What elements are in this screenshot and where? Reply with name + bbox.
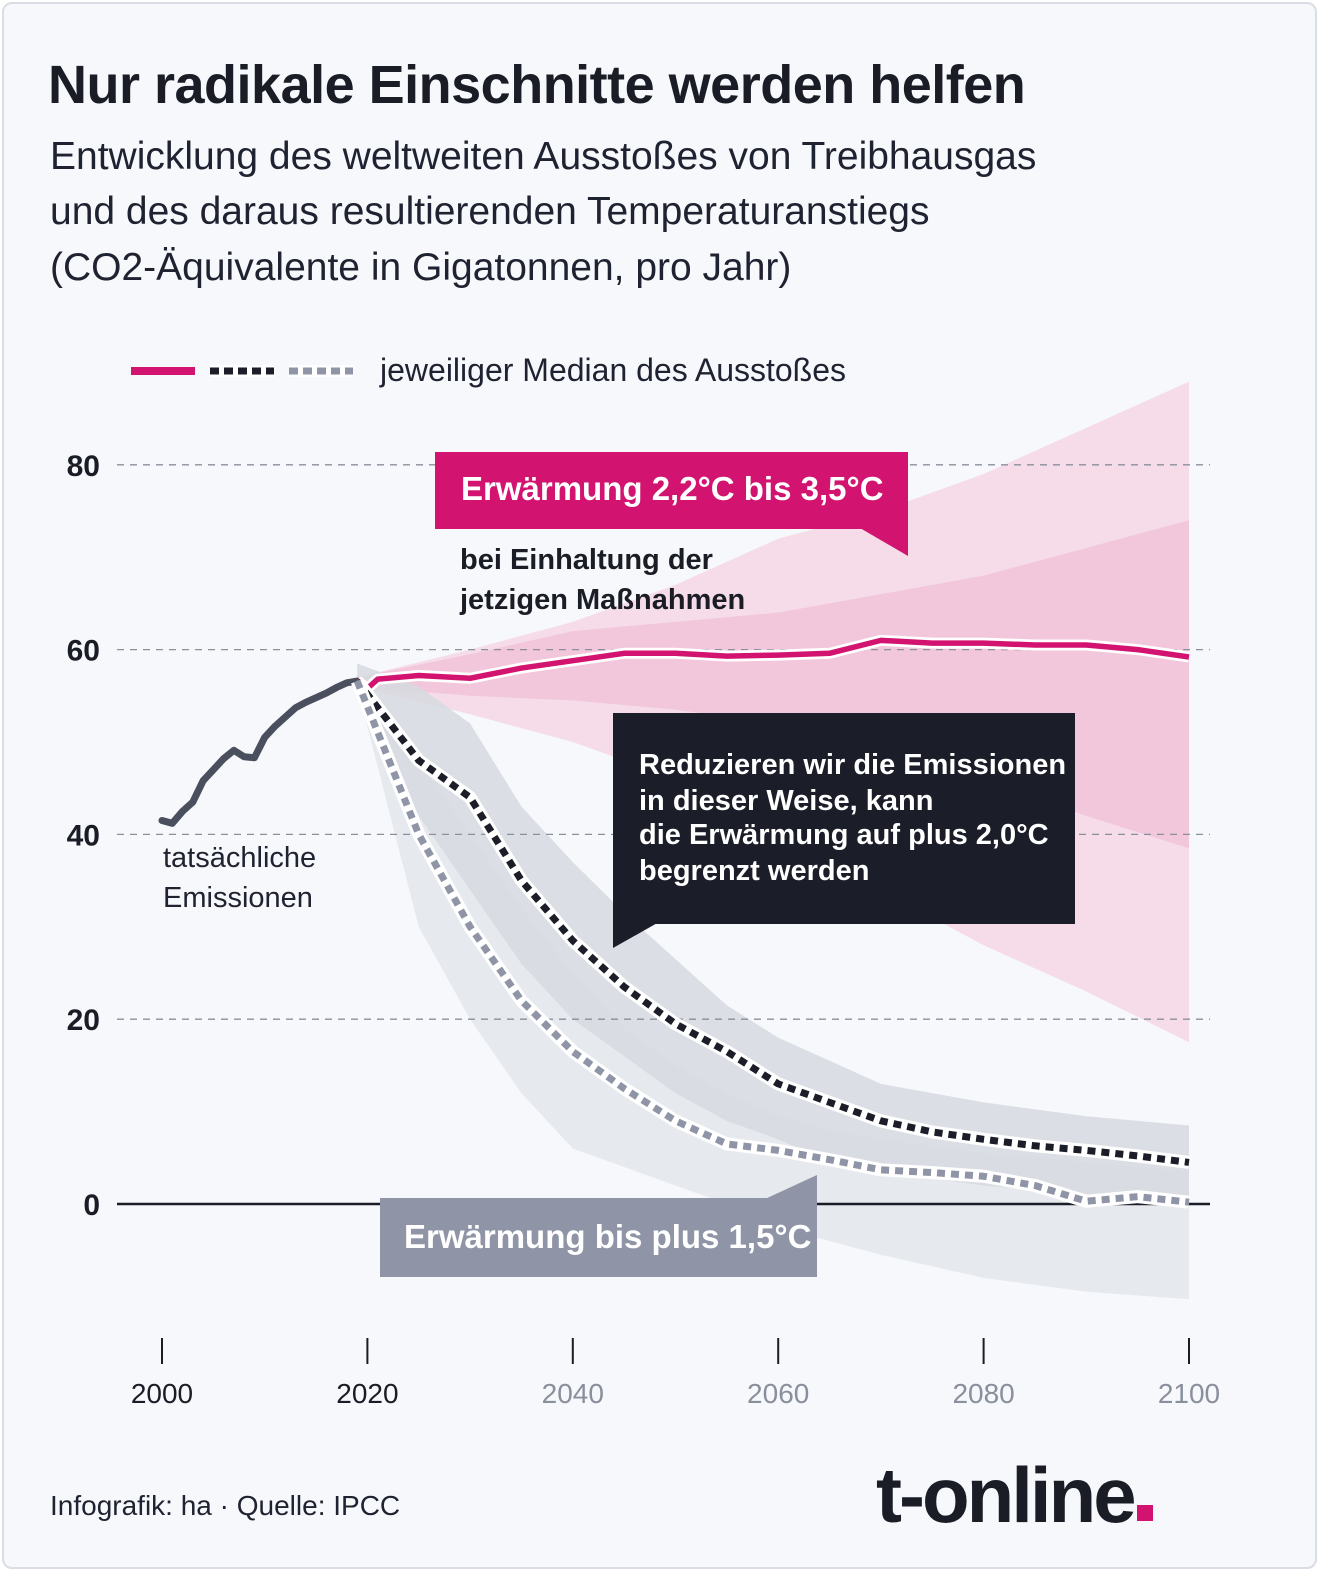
series-current-policies — [355, 637, 1190, 692]
y-tick-label-0: 0 — [83, 1189, 100, 1222]
grey-box-pointer — [765, 1175, 817, 1199]
dark-box-pointer — [613, 922, 659, 948]
y-tick-label-60: 60 — [67, 635, 100, 668]
y-tick-label-40: 40 — [67, 819, 100, 852]
x-tick-label-2080: 2080 — [952, 1378, 1014, 1409]
one-point-five-label: Erwärmung bis plus 1,5°C — [404, 1218, 812, 1255]
dark-callout-line-3: die Erwärmung auf plus 2,0°C — [639, 819, 1049, 851]
series-1.5C — [353, 679, 1190, 1206]
x-tick-label-2000: 2000 — [131, 1378, 193, 1409]
t-online-logo: t-online — [876, 1451, 1137, 1539]
actual-emissions-label: tatsächliche Emissionen — [163, 838, 316, 918]
legend-text: jeweiliger Median des Ausstoßes — [380, 352, 847, 388]
subtitle-line-3: (CO2-Äquivalente in Gigatonnen, pro Jahr… — [50, 246, 792, 289]
current-policies-label-box: Erwärmung 2,2°C bis 3,5°C — [435, 452, 908, 529]
y-tick-label-80: 80 — [67, 450, 100, 483]
x-tick-label-2060: 2060 — [747, 1378, 809, 1409]
subtitle-line-2: und des daraus resultierenden Temperatur… — [50, 190, 930, 233]
dark-callout-line-4: begrenzt werden — [639, 855, 870, 887]
pink-note-line-2: jetzigen Maßnahmen — [460, 584, 746, 616]
x-tick-label-2040: 2040 — [542, 1378, 604, 1409]
pink-box-pointer — [860, 528, 908, 556]
series-actual-emissions — [158, 677, 361, 827]
footer-credits: Infografik: ha · Quelle: IPCC — [50, 1490, 401, 1521]
dark-callout-line-1: Reduzieren wir die Emissionen — [639, 749, 1067, 781]
pink-note-line-1: bei Einhaltung der — [460, 544, 713, 576]
dark-callout-line-2: in dieser Weise, kann — [639, 785, 934, 817]
current-policies-note: bei Einhaltung der jetzigen Maßnahmen — [460, 540, 745, 620]
series-2.0C — [354, 678, 1190, 1166]
one-point-five-label-box: Erwärmung bis plus 1,5°C — [380, 1198, 817, 1277]
logo-dot — [1137, 1505, 1153, 1521]
scenario-lines — [158, 634, 1190, 1209]
current-policies-label: Erwärmung 2,2°C bis 3,5°C — [461, 470, 884, 507]
y-tick-label-20: 20 — [67, 1004, 100, 1037]
actual-label-line-1: tatsächliche — [163, 842, 317, 874]
x-tick-label-2020: 2020 — [336, 1378, 398, 1409]
two-degree-callout: Reduzieren wir die Emissionen in dieser … — [613, 713, 1075, 924]
chart-title: Nur radikale Einschnitte werden helfen — [48, 55, 1026, 115]
actual-label-line-2: Emissionen — [163, 882, 313, 914]
x-tick-label-2100: 2100 — [1158, 1378, 1220, 1409]
band-1.5C — [357, 677, 1189, 1300]
subtitle-line-1: Entwicklung des weltweiten Ausstoßes von… — [50, 135, 1037, 178]
